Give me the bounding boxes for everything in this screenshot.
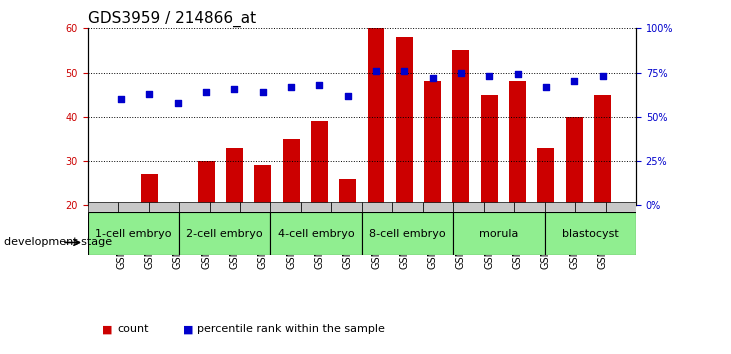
Point bbox=[398, 68, 410, 74]
Bar bbox=[311, 121, 328, 294]
Point bbox=[370, 68, 382, 74]
FancyBboxPatch shape bbox=[240, 202, 270, 212]
FancyBboxPatch shape bbox=[362, 212, 453, 255]
Text: blastocyst: blastocyst bbox=[562, 229, 618, 239]
Point bbox=[314, 82, 325, 88]
FancyBboxPatch shape bbox=[453, 202, 484, 212]
FancyBboxPatch shape bbox=[545, 212, 636, 255]
Bar bbox=[424, 81, 441, 294]
FancyBboxPatch shape bbox=[148, 202, 179, 212]
Bar bbox=[566, 117, 583, 294]
Bar bbox=[368, 28, 385, 294]
FancyBboxPatch shape bbox=[118, 202, 148, 212]
Point bbox=[540, 84, 552, 90]
Bar bbox=[170, 205, 186, 294]
FancyBboxPatch shape bbox=[423, 202, 453, 212]
Point bbox=[143, 91, 155, 97]
FancyBboxPatch shape bbox=[545, 202, 575, 212]
Text: 2-cell embryo: 2-cell embryo bbox=[186, 229, 263, 239]
Text: count: count bbox=[117, 324, 148, 334]
Text: percentile rank within the sample: percentile rank within the sample bbox=[197, 324, 385, 334]
Bar bbox=[226, 148, 243, 294]
FancyBboxPatch shape bbox=[484, 202, 514, 212]
Point bbox=[115, 96, 127, 102]
FancyBboxPatch shape bbox=[270, 212, 362, 255]
Point bbox=[427, 75, 439, 81]
Text: GDS3959 / 214866_at: GDS3959 / 214866_at bbox=[88, 11, 256, 27]
Bar bbox=[339, 179, 356, 294]
Point bbox=[285, 84, 297, 90]
Bar bbox=[113, 205, 129, 294]
Point bbox=[200, 89, 212, 95]
FancyBboxPatch shape bbox=[210, 202, 240, 212]
FancyBboxPatch shape bbox=[393, 202, 423, 212]
FancyBboxPatch shape bbox=[331, 202, 362, 212]
Bar bbox=[395, 37, 413, 294]
Point bbox=[172, 100, 183, 105]
FancyBboxPatch shape bbox=[179, 212, 270, 255]
FancyBboxPatch shape bbox=[575, 202, 605, 212]
Point bbox=[512, 72, 523, 77]
FancyBboxPatch shape bbox=[301, 202, 331, 212]
FancyBboxPatch shape bbox=[88, 202, 118, 212]
Bar bbox=[481, 95, 498, 294]
Point bbox=[342, 93, 354, 98]
Point bbox=[569, 79, 580, 84]
FancyBboxPatch shape bbox=[270, 202, 301, 212]
Bar bbox=[594, 95, 611, 294]
Text: ■: ■ bbox=[183, 324, 193, 334]
FancyBboxPatch shape bbox=[88, 212, 179, 255]
Point bbox=[596, 73, 608, 79]
Bar bbox=[509, 81, 526, 294]
Point bbox=[257, 89, 268, 95]
Point bbox=[455, 70, 467, 75]
Bar bbox=[197, 161, 215, 294]
Bar bbox=[283, 139, 300, 294]
FancyBboxPatch shape bbox=[362, 202, 393, 212]
Point bbox=[229, 86, 240, 91]
FancyBboxPatch shape bbox=[605, 202, 636, 212]
Point bbox=[483, 73, 495, 79]
Text: ■: ■ bbox=[102, 324, 113, 334]
Text: 4-cell embryo: 4-cell embryo bbox=[278, 229, 355, 239]
Text: development stage: development stage bbox=[4, 238, 112, 247]
FancyBboxPatch shape bbox=[179, 202, 210, 212]
Bar bbox=[141, 175, 158, 294]
Text: 8-cell embryo: 8-cell embryo bbox=[369, 229, 446, 239]
Text: 1-cell embryo: 1-cell embryo bbox=[95, 229, 172, 239]
Text: morula: morula bbox=[480, 229, 518, 239]
Bar bbox=[537, 148, 554, 294]
Bar bbox=[452, 51, 469, 294]
FancyBboxPatch shape bbox=[453, 212, 545, 255]
Bar bbox=[254, 166, 271, 294]
FancyBboxPatch shape bbox=[514, 202, 545, 212]
